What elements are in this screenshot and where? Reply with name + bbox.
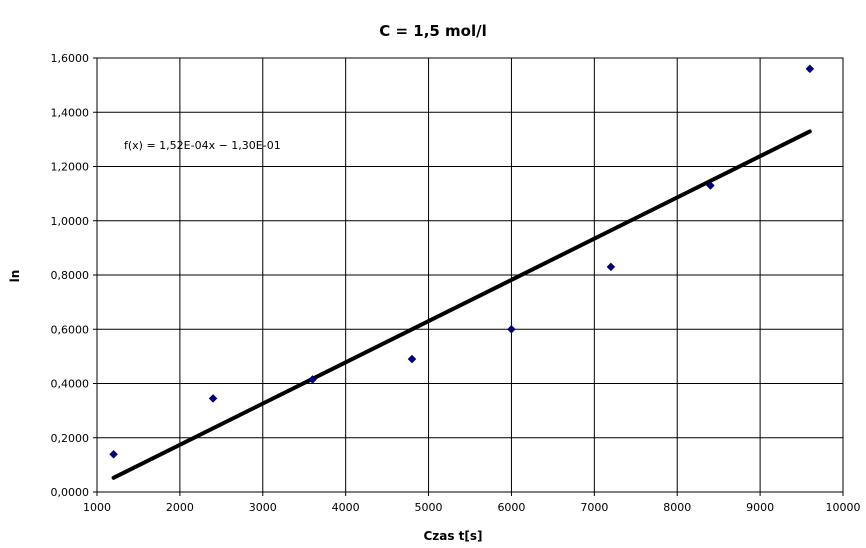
data-point xyxy=(109,449,118,459)
annotation-equation: f(x) = 1,52E-04x − 1,30E-01 xyxy=(124,139,281,152)
plot-grid xyxy=(96,57,844,493)
y-tick-label: 0,4000 xyxy=(51,378,90,391)
data-point xyxy=(606,262,616,272)
x-tick-label: 2000 xyxy=(166,501,194,514)
y-tick-label: 0,6000 xyxy=(51,323,90,336)
trendline xyxy=(111,129,812,480)
x-tick-label: 6000 xyxy=(497,501,525,514)
x-tick-label: 3000 xyxy=(249,501,277,514)
trendline-layer xyxy=(111,129,812,480)
data-point xyxy=(507,324,516,334)
y-axis-ticks: 0,0000 0,2000 0,4000 0,6000 0,8000 1,0000 1,20… xyxy=(51,52,97,499)
x-axis-ticks: 1000 2000 3000 4000 5000 6000 7000 8000 9000 1000… xyxy=(83,492,861,514)
y-tick-label: 0,8000 xyxy=(51,269,90,282)
data-point xyxy=(308,375,317,384)
y-tick-label: 1,6000 xyxy=(51,52,90,65)
x-tick-label: 5000 xyxy=(415,501,443,514)
y-tick-label: 1,2000 xyxy=(51,161,90,174)
y-tick-label: 0,2000 xyxy=(51,432,90,445)
data-point xyxy=(208,394,218,403)
x-axis-label: Czas t[s] xyxy=(423,529,482,543)
x-tick-label: 10000 xyxy=(826,501,861,514)
data-points xyxy=(109,64,815,459)
data-point xyxy=(706,181,715,190)
y-tick-label: 1,4000 xyxy=(51,106,90,119)
x-tick-label: 9000 xyxy=(746,501,774,514)
x-tick-label: 7000 xyxy=(580,501,608,514)
x-tick-label: 8000 xyxy=(663,501,691,514)
y-tick-label: 0,0000 xyxy=(51,486,90,499)
x-tick-label: 4000 xyxy=(332,501,360,514)
y-tick-label: 1,0000 xyxy=(51,215,90,228)
data-point xyxy=(407,354,417,364)
x-tick-label: 1000 xyxy=(83,501,111,514)
y-axis-label: ln xyxy=(8,270,22,283)
data-point xyxy=(805,64,815,74)
chart-title: C = 1,5 mol/l xyxy=(379,22,487,40)
